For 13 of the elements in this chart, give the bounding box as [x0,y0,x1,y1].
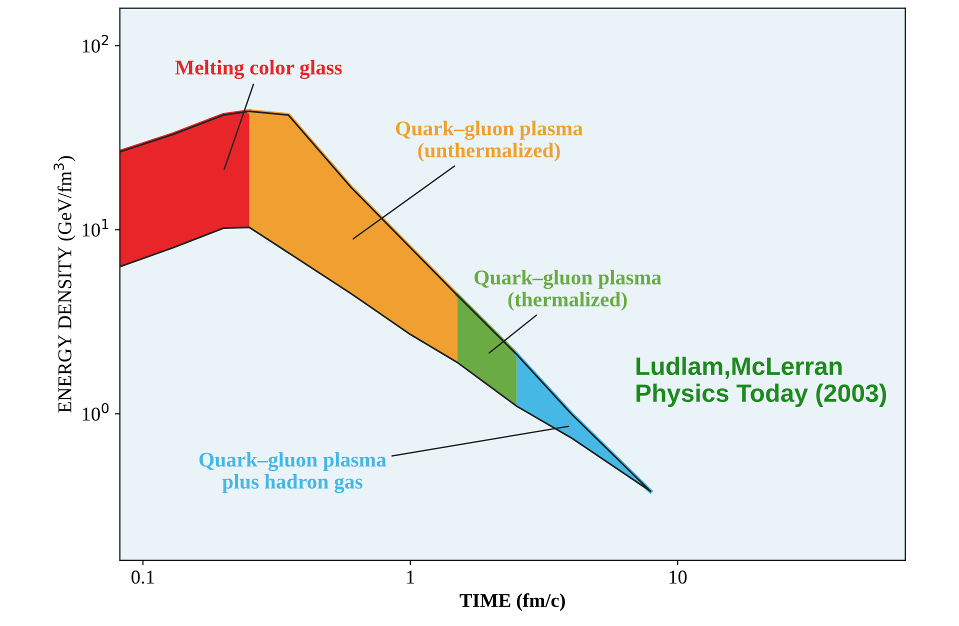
x-tick-label: 10 [670,570,687,584]
y-tick-label: 10$^{1}$ [82,219,108,237]
y-tick-label: 10$^{0}$ [82,402,109,421]
text: Quark–gluon plasma plus hadron gas [199,452,386,494]
x-tick-label: 1 [407,570,414,584]
annotation: Ludlam,McLerran Physics Today (2003) [636,356,886,407]
text: Quark–gluon plasma (unthermalized) [396,120,583,162]
text: Melting color glass [175,60,342,79]
y-tick-label: 10$^{2}$ [82,34,108,53]
x-tick-label: 0.1 [132,570,154,584]
y-axis-title: ENERGY DENSITY (GeV/fm$^{3}$) [54,156,76,413]
x-axis-title: TIME (fm/c) [460,593,565,612]
series-label: Quark–gluon plasma (thermalized) [474,270,662,311]
